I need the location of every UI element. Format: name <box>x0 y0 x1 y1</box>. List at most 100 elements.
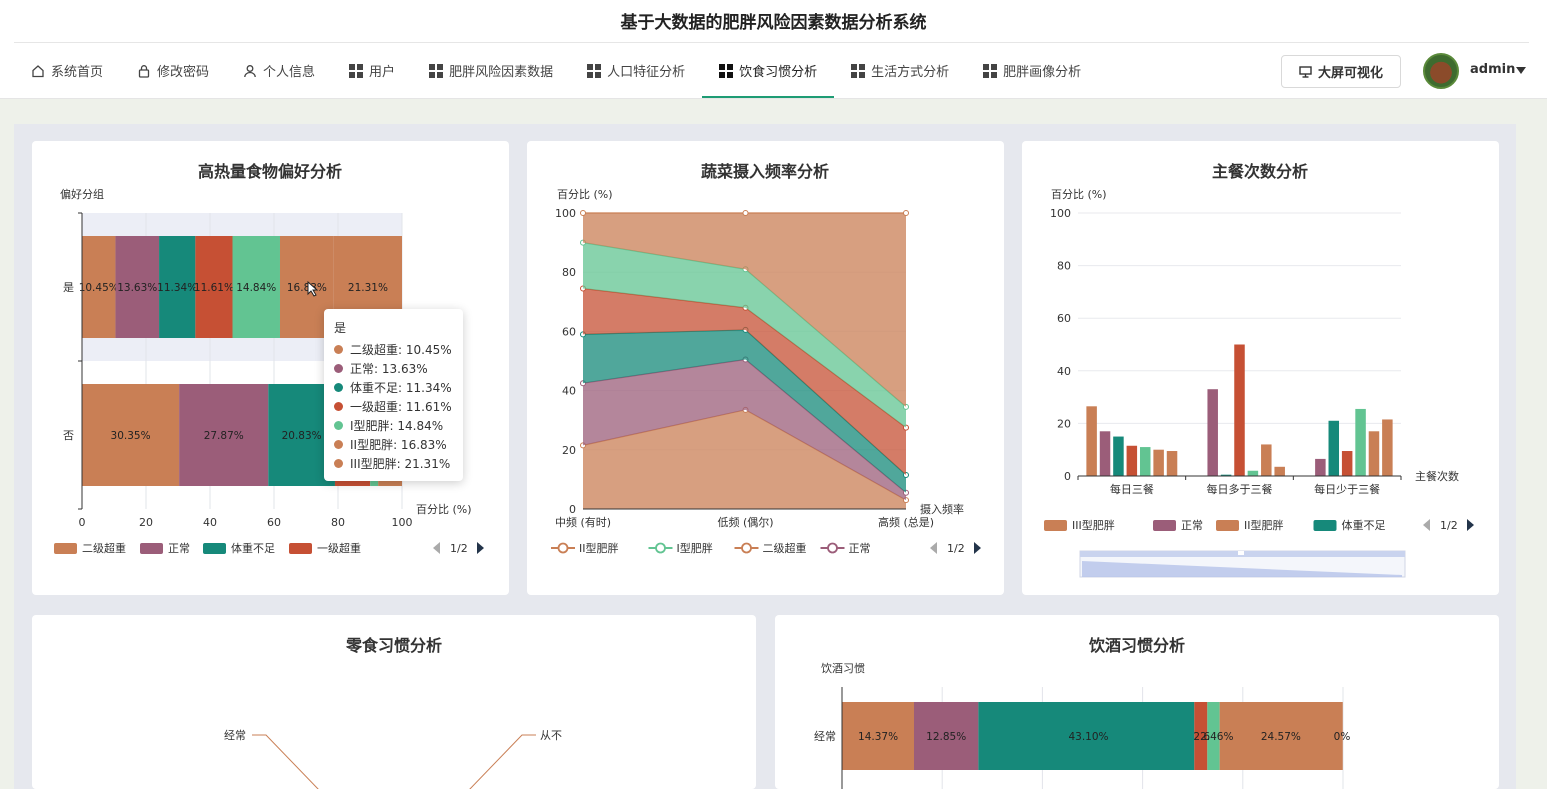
nav-item-6[interactable]: 饮食习惯分析 <box>702 43 835 98</box>
chevron-down-icon[interactable] <box>1516 67 1526 74</box>
top-header: 基于大数据的肥胖风险因素数据分析系统 系统首页 修改密码 个人信息 用户 肥胖风险因素数… <box>0 0 1547 99</box>
zoom-slider-grip <box>1238 551 1244 555</box>
legend-marker <box>655 542 666 554</box>
bar-segment <box>978 702 1195 770</box>
area-layer <box>583 242 906 428</box>
bar-segment <box>195 236 233 338</box>
username[interactable]: admin <box>1470 62 1516 77</box>
nav-label: 个人信息 <box>263 65 316 80</box>
legend-label: 二级超重 <box>763 541 807 555</box>
nav-label: 肥胖风险因素数据 <box>449 65 554 80</box>
chart-title: 蔬菜摄入频率分析 <box>701 162 829 181</box>
chart-legend: II型肥胖 I型肥胖 二级超重 正常 1/2 <box>551 541 981 555</box>
x-tick-label: 100 <box>392 516 413 529</box>
chart-title: 高热量食物偏好分析 <box>198 162 342 181</box>
nav-item-7[interactable]: 生活方式分析 <box>834 43 966 98</box>
bar-data-label: 2.6 <box>1193 731 1210 743</box>
bar-segment <box>842 702 914 770</box>
tooltip-row: 一级超重: 11.61% <box>334 397 453 416</box>
y-tick-label: 100 <box>555 207 576 220</box>
legend-swatch <box>1044 520 1067 531</box>
tooltip-dot <box>334 364 343 373</box>
grid-icon <box>851 63 866 78</box>
legend-label: 体重不足 <box>1342 518 1386 532</box>
bar <box>1368 431 1380 476</box>
bar <box>1234 344 1245 476</box>
grid-icon <box>349 63 364 78</box>
legend-label: I型肥胖 <box>677 541 713 555</box>
tooltip-label: 正常: 13.63% <box>350 362 428 376</box>
tooltip-label: 二级超重: 10.45% <box>350 343 452 357</box>
pie-label: 从不 <box>540 729 562 742</box>
nav-item-3[interactable]: 用户 <box>332 43 412 98</box>
bar-segment <box>1207 702 1220 770</box>
nav-label: 修改密码 <box>157 65 210 80</box>
x-tick-label: 低频 (偶尔) <box>717 515 773 529</box>
bar <box>1153 449 1164 476</box>
bar <box>1113 436 1124 476</box>
category-label: 经常 <box>814 730 836 743</box>
legend-pager: 1/2 <box>947 542 965 555</box>
x-tick-label: 40 <box>203 516 217 529</box>
app-title: 基于大数据的肥胖风险因素数据分析系统 <box>620 13 927 33</box>
tooltip-row: I型肥胖: 14.84% <box>334 416 453 435</box>
legend-swatch <box>1216 520 1239 531</box>
bigscreen-button[interactable]: 大屏可视化 <box>1281 55 1401 88</box>
nav-item-0[interactable]: 系统首页 <box>14 43 120 98</box>
legend-label: II型肥胖 <box>1244 518 1284 532</box>
bigscreen-label: 大屏可视化 <box>1317 66 1383 81</box>
y-tick-label: 0 <box>569 503 576 516</box>
bar <box>1166 451 1178 476</box>
x-axis-label: 主餐次数 <box>1415 469 1459 483</box>
tooltip-dot <box>334 345 343 354</box>
zoom-slider-shadow <box>1082 561 1402 577</box>
x-tick-label: 每日多于三餐 <box>1207 482 1273 496</box>
area-layer <box>583 329 906 493</box>
bar <box>1382 419 1393 476</box>
legend-marker <box>741 542 752 554</box>
y-axis-label: 饮酒习惯 <box>821 661 865 675</box>
grid-icon <box>429 63 444 78</box>
bar <box>1139 447 1151 476</box>
nav-item-5[interactable]: 人口特征分析 <box>570 43 702 98</box>
bar-data-label: 16.83% <box>287 282 327 294</box>
bar-data-label: 13.63% <box>117 282 157 294</box>
legend-label: 二级超重 <box>82 541 126 555</box>
nav-item-8[interactable]: 肥胖画像分析 <box>966 43 1098 98</box>
bar-segment <box>268 384 335 486</box>
bar-data-label: 12.85% <box>926 731 966 743</box>
nav-label: 生活方式分析 <box>871 65 950 80</box>
tooltip-dot <box>334 459 343 468</box>
legend-label: 正常 <box>168 542 190 555</box>
grid-icon <box>719 63 734 78</box>
bar-data-label: 14.84% <box>236 282 276 294</box>
bar <box>1099 431 1111 476</box>
y-tick-label: 40 <box>1057 365 1071 378</box>
nav-item-2[interactable]: 个人信息 <box>226 43 332 98</box>
x-tick-label: 0 <box>79 516 86 529</box>
chart-title: 主餐次数分析 <box>1212 162 1308 181</box>
bar <box>1207 389 1218 476</box>
bar-segment <box>1219 702 1343 770</box>
y-tick-label: 40 <box>562 385 576 398</box>
pie-label: 经常 <box>224 729 246 742</box>
nav-item-1[interactable]: 修改密码 <box>120 43 226 98</box>
nav-label: 饮食习惯分析 <box>739 65 818 80</box>
tooltip-row: 正常: 13.63% <box>334 359 453 378</box>
chart-tooltip: 是二级超重: 10.45% 正常: 13.63% 体重不足: 11.34% 一级超重:… <box>324 309 463 481</box>
x-tick-label: 每日三餐 <box>1110 482 1154 496</box>
area-layer <box>583 409 906 509</box>
nav-item-4[interactable]: 肥胖风险因素数据 <box>412 43 570 98</box>
bar-data-label: 14.37% <box>858 731 898 743</box>
avatar[interactable] <box>1423 53 1459 89</box>
tooltip-row: III型肥胖: 21.31% <box>334 454 453 473</box>
y-axis-label: 偏好分组 <box>60 187 104 201</box>
tooltip-dot <box>334 421 343 430</box>
bar-data-label: 21.31% <box>348 282 388 294</box>
bar <box>1126 445 1138 476</box>
legend-swatch <box>289 543 312 554</box>
monitor-icon <box>1299 65 1312 78</box>
